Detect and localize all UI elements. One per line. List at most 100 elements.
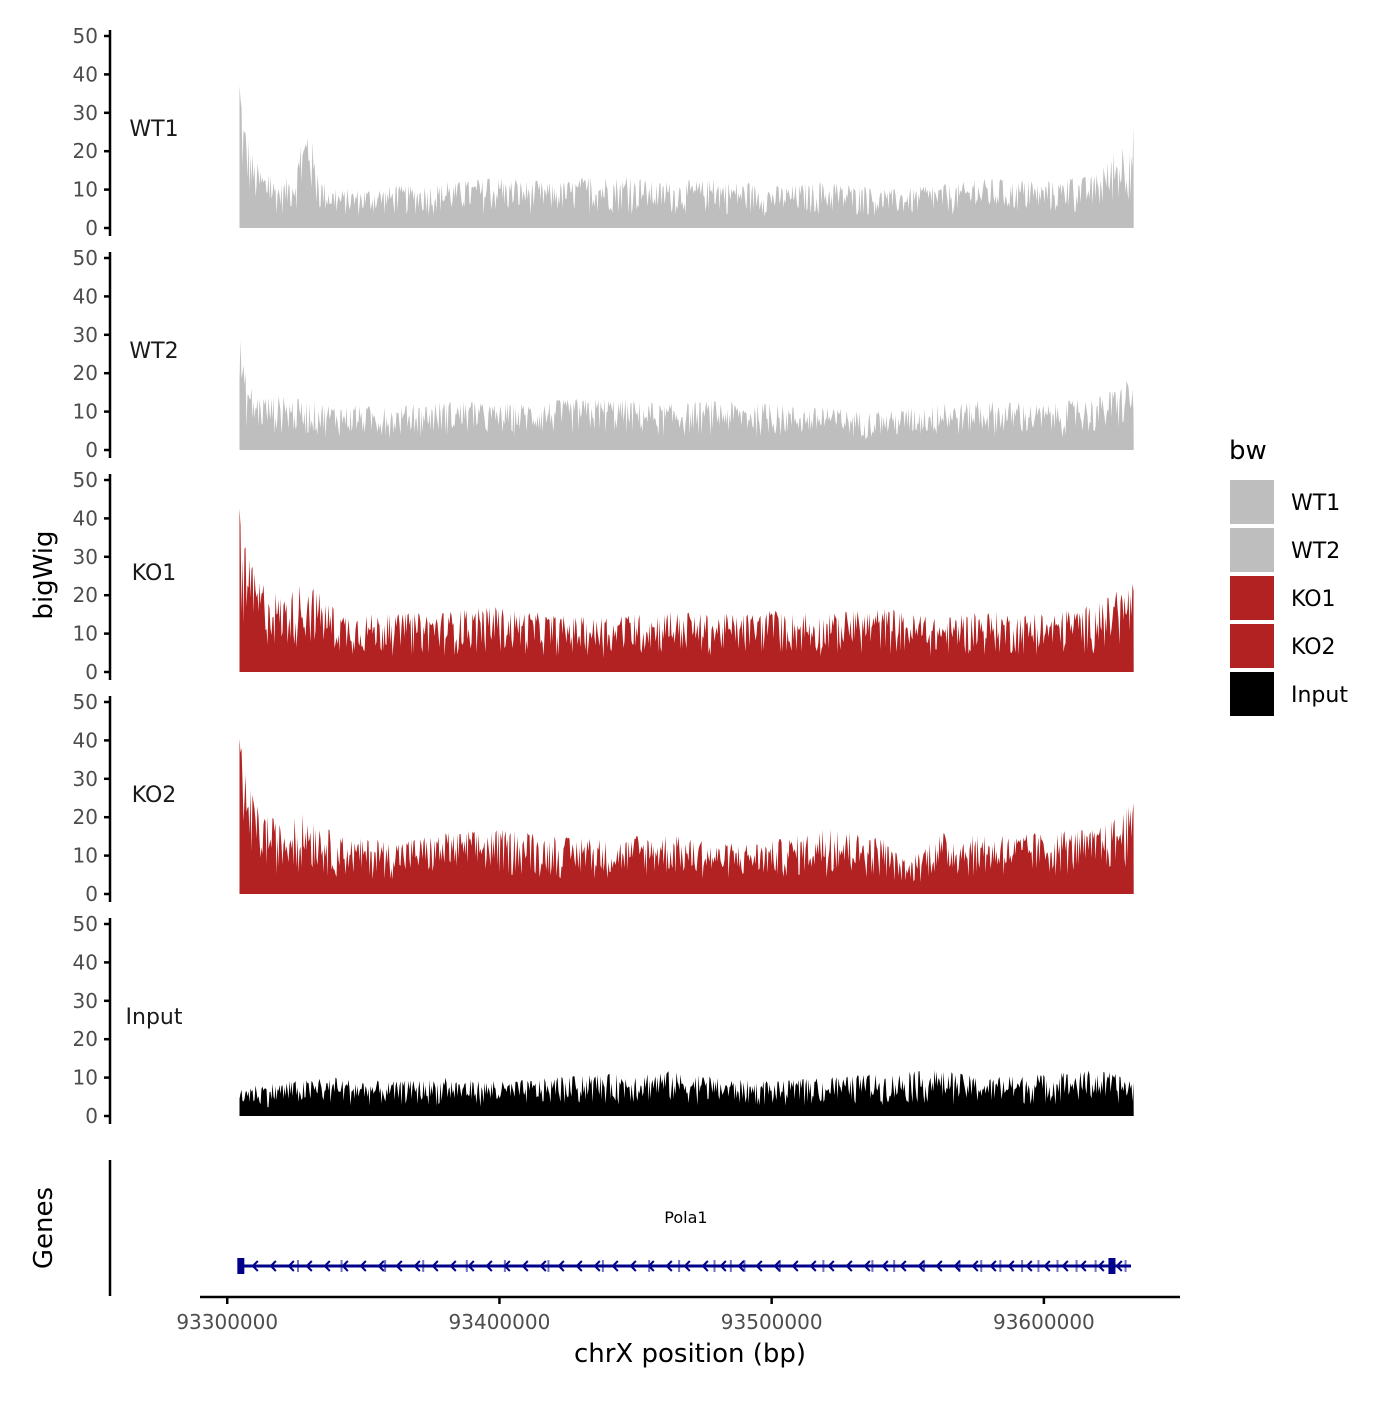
strand-arrow bbox=[593, 1260, 601, 1272]
strand-arrow bbox=[701, 1260, 709, 1272]
strand-arrow bbox=[1079, 1260, 1087, 1272]
gene-exon bbox=[648, 1260, 651, 1272]
legend-label-ko1: KO1 bbox=[1291, 587, 1336, 612]
legend-label-ko2: KO2 bbox=[1291, 635, 1336, 660]
gene-exon bbox=[1075, 1260, 1078, 1272]
strand-arrow bbox=[1043, 1260, 1051, 1272]
x-tick-label: 93300000 bbox=[176, 1310, 278, 1334]
y-tick-label: 0 bbox=[85, 1104, 98, 1128]
genes-track: Genes Pola1 bbox=[29, 1160, 1131, 1296]
y-tick-label: 50 bbox=[73, 24, 98, 48]
gene-exon bbox=[340, 1260, 343, 1272]
signal-area-ko1 bbox=[239, 508, 1134, 672]
strand-arrow bbox=[827, 1260, 835, 1272]
gene-exon bbox=[422, 1260, 425, 1272]
y-tick-label: 10 bbox=[73, 844, 98, 868]
y-tick-label: 40 bbox=[73, 728, 98, 752]
strand-arrow bbox=[863, 1260, 871, 1272]
y-tick-label: 50 bbox=[73, 912, 98, 936]
gene-exon bbox=[999, 1260, 1002, 1272]
gene-exon bbox=[871, 1260, 874, 1272]
y-tick-label: 40 bbox=[73, 284, 98, 308]
strand-arrow bbox=[395, 1260, 403, 1272]
track-ko2: 0 10 20 30 40 50 KO2 bbox=[73, 690, 1134, 906]
track-wt1: 0 10 20 30 40 50 WT1 bbox=[73, 24, 1134, 240]
y-tick-label: 0 bbox=[85, 216, 98, 240]
strand-arrow bbox=[557, 1260, 565, 1272]
strand-arrow bbox=[683, 1260, 691, 1272]
strand-arrow bbox=[575, 1260, 583, 1272]
gene-exon bbox=[678, 1260, 681, 1272]
gene-exon bbox=[1094, 1260, 1097, 1272]
gene-exon bbox=[778, 1260, 781, 1272]
strand-arrow bbox=[1025, 1260, 1033, 1272]
track-ko1: 0 10 20 30 40 50 KO1 bbox=[73, 468, 1134, 684]
track-wt2: 0 10 20 30 40 50 WT2 bbox=[73, 246, 1134, 462]
legend-title: bw bbox=[1229, 436, 1267, 466]
gene-exon bbox=[923, 1260, 926, 1272]
strand-arrow bbox=[881, 1260, 889, 1272]
gene-exon bbox=[465, 1260, 468, 1272]
y-tick-label: 30 bbox=[73, 545, 98, 569]
legend-key-ko2 bbox=[1230, 624, 1274, 668]
y-tick-label: 40 bbox=[73, 62, 98, 86]
gene-exon bbox=[384, 1260, 387, 1272]
strand-arrow bbox=[431, 1260, 439, 1272]
strand-arrow bbox=[755, 1260, 763, 1272]
gene-exon bbox=[822, 1260, 825, 1272]
strand-arrow bbox=[377, 1260, 385, 1272]
legend-key-input bbox=[1230, 672, 1274, 716]
signal-area-wt2 bbox=[239, 340, 1134, 450]
y-tick-label: 20 bbox=[73, 805, 98, 829]
y-tick-label: 30 bbox=[73, 767, 98, 791]
y-tick-label: 30 bbox=[73, 323, 98, 347]
gene-exon bbox=[729, 1260, 732, 1272]
strand-arrow bbox=[539, 1260, 547, 1272]
y-tick-label: 0 bbox=[85, 882, 98, 906]
y-tick-label: 50 bbox=[73, 246, 98, 270]
gene-exon bbox=[713, 1260, 716, 1272]
strand-arrow bbox=[485, 1260, 493, 1272]
strand-arrow bbox=[899, 1260, 907, 1272]
gene-exon bbox=[1056, 1260, 1059, 1272]
y-tick-label: 10 bbox=[73, 622, 98, 646]
strand-arrow bbox=[719, 1260, 727, 1272]
legend-key-wt1 bbox=[1230, 480, 1274, 524]
y-tick-label: 20 bbox=[73, 583, 98, 607]
track-label: Input bbox=[126, 1005, 183, 1030]
y-tick-label: 40 bbox=[73, 950, 98, 974]
strand-arrow bbox=[359, 1260, 367, 1272]
signal-area-ko2 bbox=[239, 738, 1134, 894]
strand-arrow bbox=[629, 1260, 637, 1272]
gene-exon bbox=[237, 1258, 245, 1274]
gene-exon bbox=[503, 1260, 506, 1272]
strand-arrow bbox=[1061, 1260, 1069, 1272]
strand-arrow bbox=[305, 1260, 313, 1272]
strand-arrow bbox=[251, 1260, 259, 1272]
gene-exon bbox=[893, 1260, 896, 1272]
strand-arrow bbox=[341, 1260, 349, 1272]
track-label: WT1 bbox=[129, 117, 178, 142]
gene-exon bbox=[1037, 1260, 1040, 1272]
signal-area-input bbox=[239, 1070, 1134, 1116]
strand-arrow bbox=[809, 1260, 817, 1272]
strand-arrow bbox=[953, 1260, 961, 1272]
strand-arrow bbox=[323, 1260, 331, 1272]
strand-arrow bbox=[1115, 1260, 1123, 1272]
y-tick-label: 20 bbox=[73, 1027, 98, 1051]
y-tick-label: 50 bbox=[73, 690, 98, 714]
legend-label-wt2: WT2 bbox=[1291, 539, 1340, 564]
gene-exon bbox=[1124, 1260, 1127, 1272]
gene-exon bbox=[601, 1260, 604, 1272]
y-tick-label: 10 bbox=[73, 178, 98, 202]
strand-arrow bbox=[935, 1260, 943, 1272]
legend-label-wt1: WT1 bbox=[1291, 491, 1340, 516]
y-tick-label: 0 bbox=[85, 660, 98, 684]
x-tick-label: 93400000 bbox=[449, 1310, 551, 1334]
legend-key-wt2 bbox=[1230, 528, 1274, 572]
y-tick-label: 30 bbox=[73, 101, 98, 125]
y-tick-label: 20 bbox=[73, 361, 98, 385]
signal-area-wt1 bbox=[239, 85, 1134, 228]
